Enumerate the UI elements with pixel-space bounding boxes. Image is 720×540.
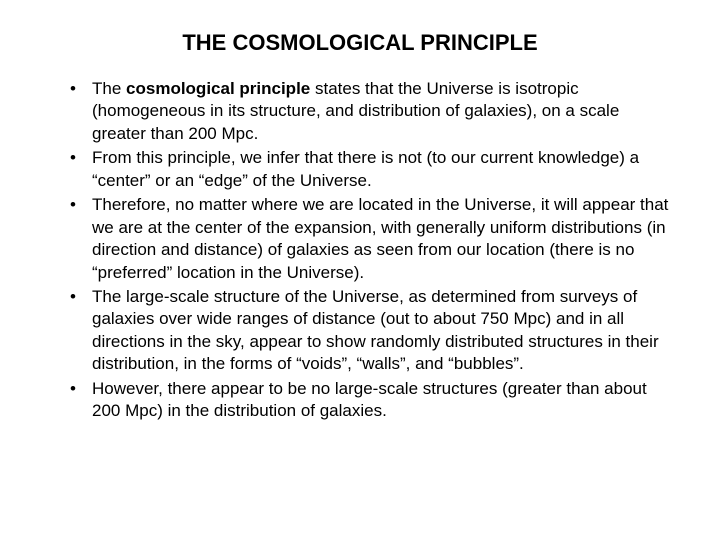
bullet-text: However, there appear to be no large-sca… <box>92 379 647 420</box>
slide-title: THE COSMOLOGICAL PRINCIPLE <box>48 30 672 56</box>
bullet-item: The cosmological principle states that t… <box>76 78 672 145</box>
bullet-item: However, there appear to be no large-sca… <box>76 378 672 423</box>
bullet-text-bold: cosmological principle <box>126 79 310 98</box>
bullet-text: Therefore, no matter where we are locate… <box>92 195 668 281</box>
bullet-text: The large-scale structure of the Univers… <box>92 287 659 373</box>
bullet-item: The large-scale structure of the Univers… <box>76 286 672 376</box>
bullet-text-prefix: The <box>92 79 126 98</box>
bullet-list: The cosmological principle states that t… <box>48 78 672 423</box>
bullet-item: From this principle, we infer that there… <box>76 147 672 192</box>
bullet-text: From this principle, we infer that there… <box>92 148 639 189</box>
bullet-item: Therefore, no matter where we are locate… <box>76 194 672 284</box>
